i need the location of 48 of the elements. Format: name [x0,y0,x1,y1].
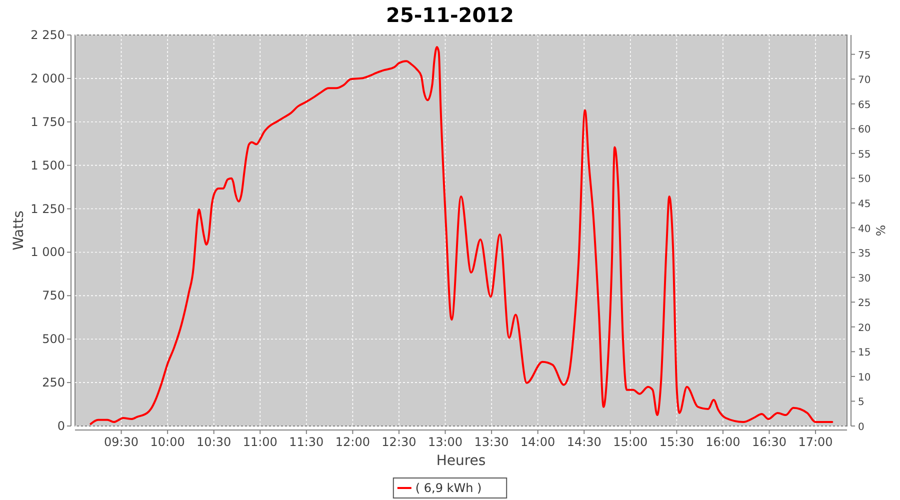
x-tick-label: 12:00 [335,435,370,449]
y2-tick-label: 25 [858,298,871,310]
x-tick-label: 14:00 [520,435,556,449]
y-tick-label: 1 250 [30,202,65,216]
x-tick-label: 09:30 [104,435,139,449]
legend-label: ( 6,9 kWh ) [415,481,482,495]
chart-title: 25-11-2012 [386,3,514,27]
x-tick-label: 13:30 [474,435,509,449]
x-axis-title: Heures [436,453,486,469]
y2-tick-label: 55 [858,149,871,160]
y2-tick-label: 70 [858,75,871,86]
y2-tick-label: 65 [858,100,871,111]
y2-tick-label: 60 [858,124,871,136]
x-tick-label: 17:00 [798,435,833,449]
y2-tick-label: 30 [858,273,871,284]
y2-tick-label: 5 [858,397,864,408]
x-tick-label: 11:00 [242,435,278,449]
y-tick-label: 1 000 [30,245,65,260]
y-tick-label: 2 000 [30,71,65,86]
x-tick-label: 13:00 [428,435,463,449]
y-tick-label: 1 500 [30,158,65,172]
x-tick-label: 15:00 [613,435,648,449]
x-tick-label: 15:30 [659,435,694,449]
y2-tick-label: 50 [858,174,871,186]
y-tick-label: 2 250 [30,28,65,42]
y2-tick-label: 0 [858,422,864,433]
y-axis-title: Watts [11,210,27,250]
y-tick-label: 0 [57,419,65,433]
x-tick-label: 16:30 [752,435,787,449]
y-tick-label: 250 [42,376,65,390]
y-tick-label: 750 [42,288,65,303]
y2-tick-label: 20 [858,322,871,334]
y2-tick-label: 10 [858,372,871,384]
y-tick-label: 1 750 [30,114,65,129]
x-tick-label: 10:30 [196,435,232,449]
line-series [90,46,834,425]
x-tick-label: 11:30 [289,435,324,449]
y2-tick-label: 15 [858,348,871,359]
y2-axis-title: % [874,224,888,236]
x-tick-label: 16:00 [706,435,740,449]
x-tick-label: 12:30 [382,435,416,449]
y2-tick-label: 75 [858,50,871,62]
x-tick-label: 14:30 [566,435,602,449]
x-tick-label: 10:00 [150,435,185,449]
y2-tick-label: 40 [858,224,871,235]
y2-tick-label: 35 [858,248,871,260]
y-tick-label: 500 [42,332,65,346]
y2-tick-label: 45 [858,198,871,210]
